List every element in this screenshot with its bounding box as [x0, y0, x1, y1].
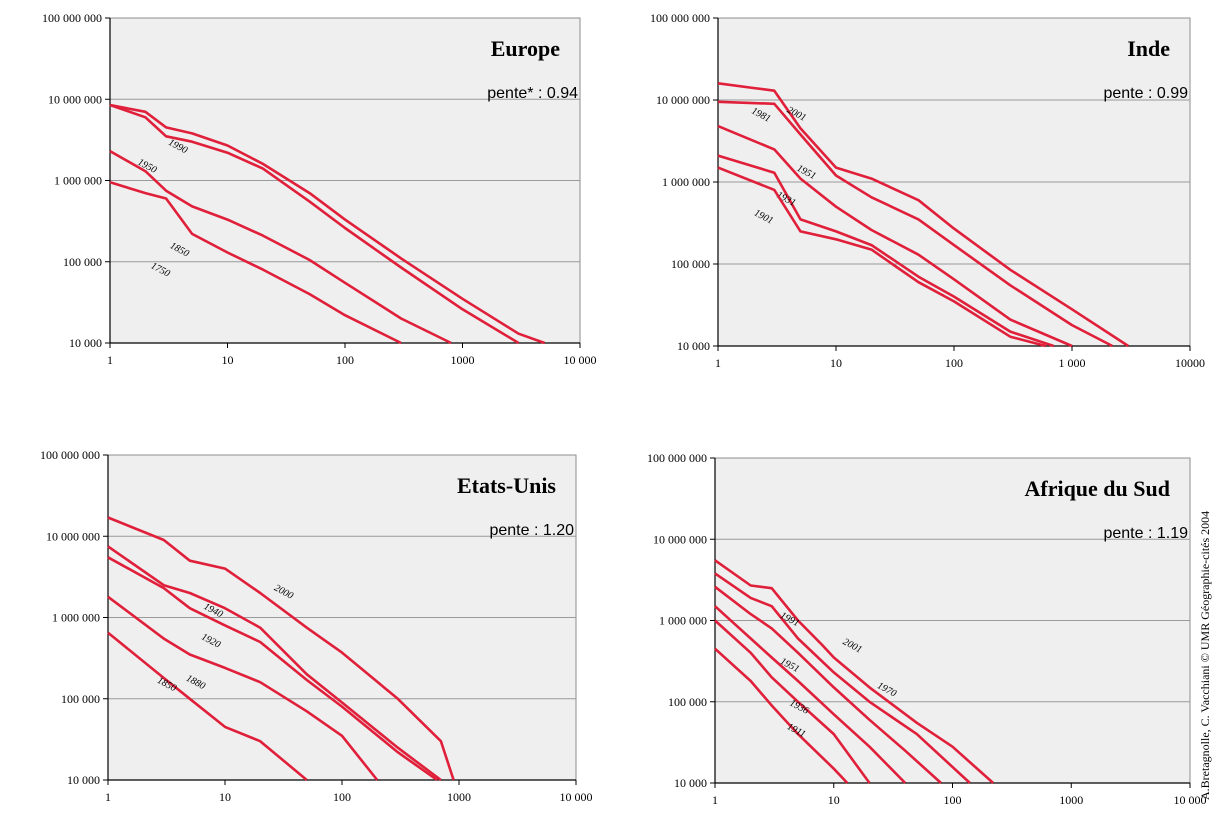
x-tick-label: 10: [830, 356, 842, 370]
slope-annotation: pente : 0.99: [1103, 85, 1188, 102]
x-tick-label: 10000: [1175, 356, 1205, 370]
panel-title: Afrique du Sud: [1024, 476, 1170, 501]
chart-panel-2: 10 000 100 000 1 000 000 10 000 000 100 000 …: [40, 448, 593, 804]
series-line-1950: [109, 103, 520, 345]
series-line-1940: [107, 545, 442, 782]
slope-annotation: pente : 1.19: [1103, 525, 1188, 542]
x-tick-label: 1: [105, 790, 111, 804]
x-tick-label: 1000: [1059, 793, 1083, 807]
y-tick-label: 100 000 000: [42, 11, 102, 25]
y-tick-label: 10 000: [67, 773, 100, 787]
chart-panel-0: 10 000 100 000 1 000 000 10 000 000 100 000 …: [42, 11, 597, 367]
y-tick-label: 10 000: [677, 339, 710, 353]
series-line-1991: [714, 585, 942, 784]
x-tick-label: 10 000: [1174, 793, 1207, 807]
series-line-1911: [714, 647, 849, 784]
x-tick-label: 100: [336, 353, 354, 367]
y-tick-label: 10 000: [69, 336, 102, 350]
slope-annotation: pente : 1.20: [489, 522, 574, 539]
y-tick-label: 10 000 000: [653, 532, 707, 546]
x-tick-label: 1: [712, 793, 718, 807]
x-tick-label: 10: [222, 353, 234, 367]
series-line-1850: [109, 149, 452, 345]
y-tick-label: 10 000 000: [656, 93, 710, 107]
series-line-1920: [107, 556, 438, 782]
panel-title: Inde: [1127, 36, 1170, 61]
x-tick-label: 1 000: [1059, 356, 1086, 370]
y-tick-label: 10 000 000: [48, 92, 102, 106]
chart-panel-1: 10 000 100 000 1 000 000 10 000 000 100 000 …: [650, 11, 1205, 370]
panel-title: Etats-Unis: [457, 473, 556, 498]
series-line-1970: [714, 572, 971, 784]
y-tick-label: 10 000: [674, 776, 707, 790]
x-tick-label: 10: [828, 793, 840, 807]
x-tick-label: 100: [944, 793, 962, 807]
copyright-credit: A.Bretagnolle, C. Vacchiani © UMR Géogra…: [1194, 430, 1216, 800]
chart-panel-3: 10 000 100 000 1 000 000 10 000 000 100 000 …: [647, 451, 1207, 807]
y-tick-label: 100 000 000: [647, 451, 707, 465]
y-tick-label: 1 000 000: [54, 174, 102, 188]
y-tick-label: 10 000 000: [46, 529, 100, 543]
y-tick-label: 100 000: [671, 257, 710, 271]
y-tick-label: 100 000: [668, 695, 707, 709]
y-tick-label: 1 000 000: [659, 614, 707, 628]
x-tick-label: 10: [219, 790, 231, 804]
series-line-1951: [714, 605, 907, 784]
series-line-1990: [109, 103, 546, 345]
series-line-1931: [717, 154, 1055, 348]
series-line-2001: [717, 82, 1130, 348]
series-line-1750: [109, 181, 402, 345]
y-tick-label: 100 000: [61, 692, 100, 706]
credit-text: A.Bretagnolle, C. Vacchiani © UMR Géogra…: [1198, 511, 1212, 800]
series-line-2001: [714, 559, 995, 784]
y-tick-label: 100 000: [63, 255, 102, 269]
x-tick-label: 100: [945, 356, 963, 370]
x-tick-label: 1: [715, 356, 721, 370]
y-tick-label: 1 000 000: [662, 175, 710, 189]
slope-annotation: pente* : 0.94: [487, 85, 578, 102]
x-tick-label: 10 000: [564, 353, 597, 367]
y-tick-label: 100 000 000: [650, 11, 710, 25]
x-tick-label: 1: [107, 353, 113, 367]
series-line-2000: [107, 516, 455, 781]
series-line-1981: [717, 100, 1113, 348]
x-tick-label: 1000: [447, 790, 471, 804]
x-tick-label: 100: [333, 790, 351, 804]
series-line-1936: [714, 619, 871, 784]
series-line-1901: [717, 166, 1047, 348]
panel-title: Europe: [491, 36, 561, 61]
series-line-1880: [107, 595, 379, 781]
series-line-1850: [107, 631, 308, 781]
x-tick-label: 1000: [451, 353, 475, 367]
y-tick-label: 100 000 000: [40, 448, 100, 462]
series-line-1951: [717, 124, 1073, 348]
y-tick-label: 1 000 000: [52, 611, 100, 625]
x-tick-label: 10 000: [560, 790, 593, 804]
